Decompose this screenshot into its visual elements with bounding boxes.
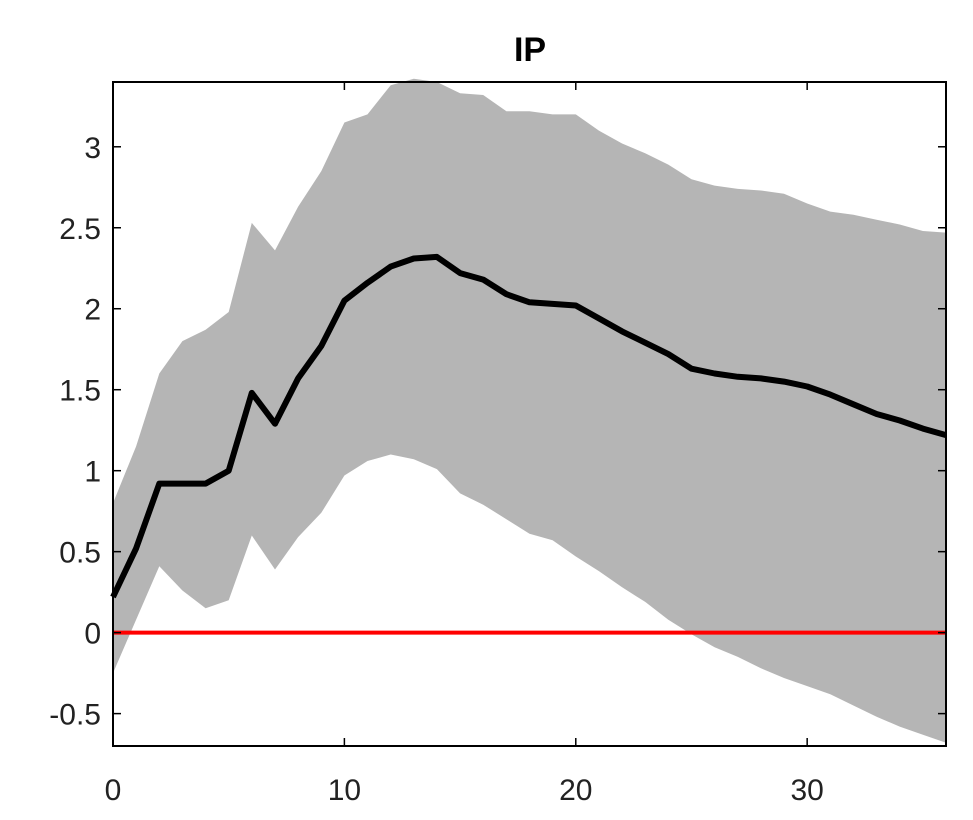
- chart-title: IP: [514, 31, 546, 69]
- plot-area: [110, 78, 947, 743]
- confidence-band: [113, 78, 946, 743]
- y-tick-label: 1.5: [59, 375, 101, 408]
- y-tick-label: -0.5: [49, 699, 101, 732]
- impulse-response-line: [110, 253, 947, 599]
- y-tick-label: 2: [84, 294, 101, 327]
- x-tick-label: 20: [559, 774, 592, 807]
- y-tick-label: 0.5: [59, 537, 101, 570]
- axes-box: [112, 81, 947, 747]
- y-tick-label: 1: [84, 456, 101, 489]
- y-tick-label: 0: [84, 618, 101, 651]
- x-tick-label: 30: [790, 774, 823, 807]
- x-tick-label: 10: [328, 774, 361, 807]
- x-tick-label: 0: [105, 774, 122, 807]
- y-tick-label: 3: [84, 132, 101, 165]
- y-tick-label: 2.5: [59, 213, 101, 246]
- axis-ticks: -0.500.511.522.530 10 20 30: [49, 82, 946, 807]
